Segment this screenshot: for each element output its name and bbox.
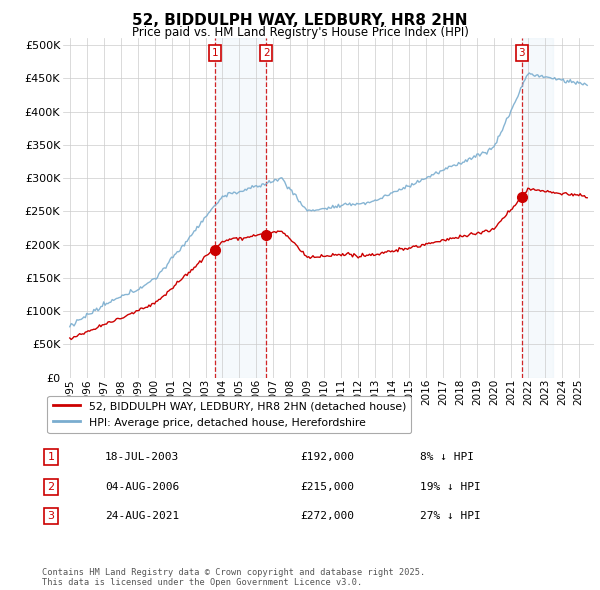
Text: 1: 1	[47, 453, 55, 462]
Text: 27% ↓ HPI: 27% ↓ HPI	[420, 512, 481, 521]
Text: 3: 3	[518, 48, 525, 58]
Text: 19% ↓ HPI: 19% ↓ HPI	[420, 482, 481, 491]
Text: 04-AUG-2006: 04-AUG-2006	[105, 482, 179, 491]
Text: Price paid vs. HM Land Registry's House Price Index (HPI): Price paid vs. HM Land Registry's House …	[131, 26, 469, 39]
Bar	[215, 38, 266, 378]
Text: 2: 2	[47, 482, 55, 491]
Text: 8% ↓ HPI: 8% ↓ HPI	[420, 453, 474, 462]
Text: Contains HM Land Registry data © Crown copyright and database right 2025.
This d: Contains HM Land Registry data © Crown c…	[42, 568, 425, 587]
Text: 2: 2	[263, 48, 270, 58]
Text: 1: 1	[211, 48, 218, 58]
Text: 52, BIDDULPH WAY, LEDBURY, HR8 2HN: 52, BIDDULPH WAY, LEDBURY, HR8 2HN	[132, 13, 468, 28]
Bar	[522, 38, 553, 378]
Text: £272,000: £272,000	[300, 512, 354, 521]
Text: £192,000: £192,000	[300, 453, 354, 462]
Text: 3: 3	[47, 512, 55, 521]
Text: 24-AUG-2021: 24-AUG-2021	[105, 512, 179, 521]
Text: £215,000: £215,000	[300, 482, 354, 491]
Legend: 52, BIDDULPH WAY, LEDBURY, HR8 2HN (detached house), HPI: Average price, detache: 52, BIDDULPH WAY, LEDBURY, HR8 2HN (deta…	[47, 396, 412, 433]
Text: 18-JUL-2003: 18-JUL-2003	[105, 453, 179, 462]
